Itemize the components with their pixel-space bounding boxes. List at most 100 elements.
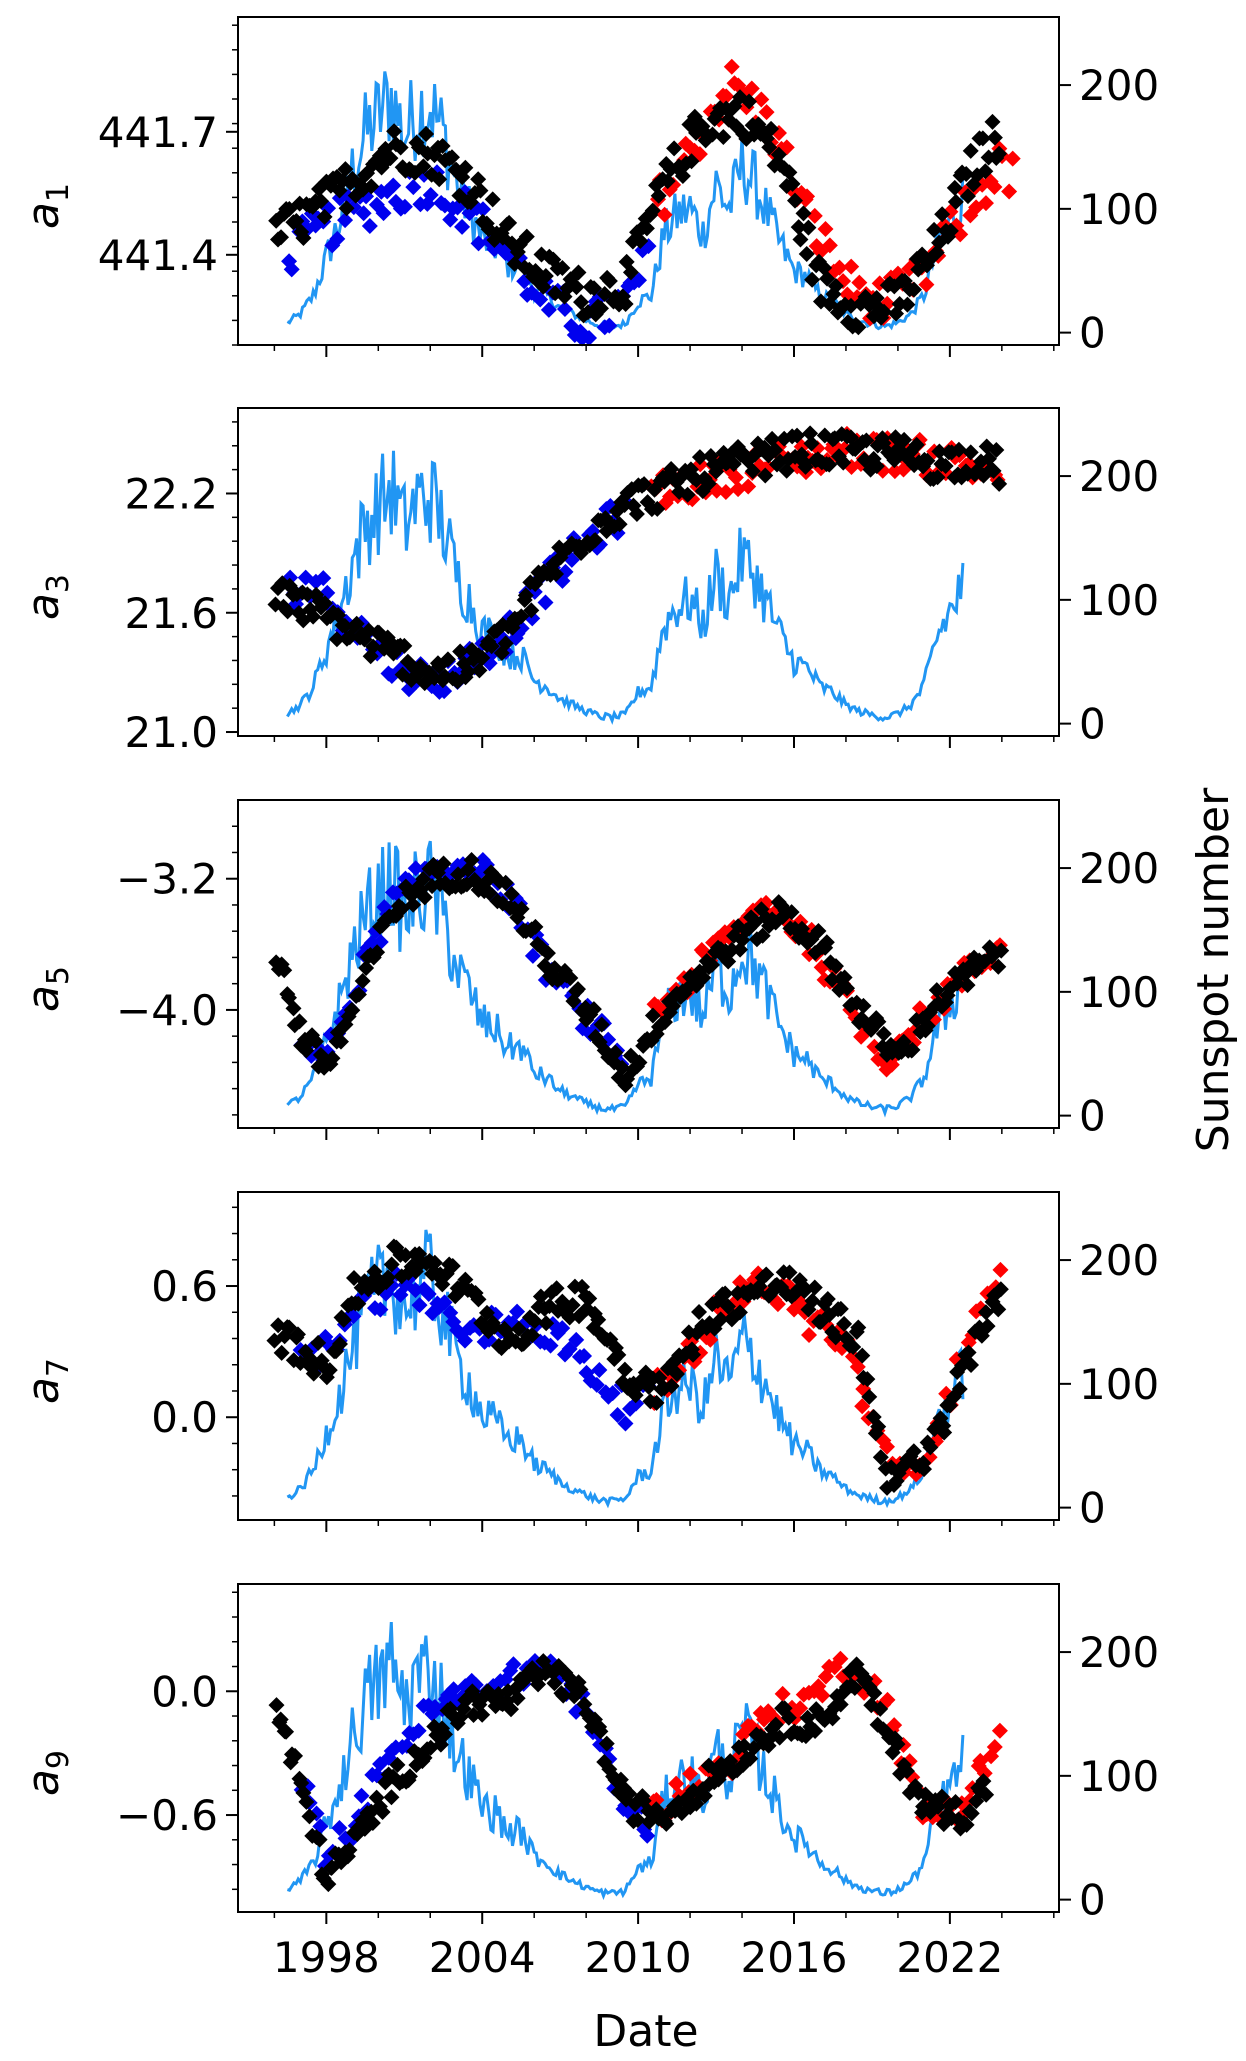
- black-point: [975, 1773, 992, 1790]
- red-point: [986, 1739, 1003, 1756]
- black-point: [431, 171, 448, 188]
- red-point: [854, 1398, 871, 1415]
- black-point: [614, 1059, 631, 1076]
- black-point: [285, 1000, 302, 1017]
- black-point: [691, 449, 708, 466]
- sunspot-line: [286, 450, 965, 725]
- black-point: [585, 1001, 602, 1018]
- black-point: [564, 1297, 581, 1314]
- black-point: [457, 159, 474, 176]
- black-point: [827, 958, 844, 975]
- blue-point: [353, 1787, 370, 1804]
- black-point: [855, 997, 872, 1014]
- black-point: [526, 1313, 543, 1330]
- panel-a7: 0.0 0.6 0 100 200 a7: [18, 1191, 1159, 1533]
- blue-point: [329, 230, 346, 247]
- black-point: [659, 173, 676, 190]
- black-point: [679, 486, 696, 503]
- y-axis-label: a9: [18, 1750, 76, 1796]
- black-point: [307, 1033, 324, 1050]
- black-point: [389, 1756, 406, 1773]
- black-point: [922, 1439, 939, 1456]
- right-ticks: 0 100 200: [1059, 452, 1159, 749]
- red-point: [743, 80, 760, 97]
- black-point: [934, 206, 951, 223]
- black-point: [798, 245, 815, 262]
- black-point: [631, 1054, 648, 1071]
- blue-point: [537, 594, 554, 611]
- right-tick-label: 0: [1079, 309, 1106, 358]
- black-point: [790, 219, 807, 236]
- black-point: [328, 631, 345, 648]
- red-point: [799, 188, 816, 205]
- black-point: [850, 319, 867, 336]
- red-point: [717, 483, 734, 500]
- black-point: [781, 164, 798, 181]
- blue-point: [542, 1337, 559, 1354]
- black-point: [386, 123, 403, 140]
- black-point: [942, 222, 959, 239]
- black-point: [767, 1716, 784, 1733]
- red-point: [740, 478, 757, 495]
- black-point: [784, 175, 801, 192]
- black-point: [374, 1804, 391, 1821]
- black-point: [962, 142, 979, 159]
- black-point: [268, 1697, 285, 1714]
- red-point: [1001, 183, 1018, 200]
- right-tick-label: 0: [1079, 1876, 1106, 1925]
- black-point: [870, 1418, 887, 1435]
- blue-point: [497, 1671, 514, 1688]
- right-ticks: 0 100 200: [1059, 1236, 1159, 1533]
- black-point: [305, 608, 322, 625]
- sunspot-polyline: [286, 1622, 965, 1901]
- black-point: [437, 1726, 454, 1743]
- black-point: [898, 1763, 915, 1780]
- black-point: [539, 945, 556, 962]
- blue-point: [588, 1376, 605, 1393]
- plot-frame: [237, 16, 1060, 346]
- black-point: [963, 1805, 980, 1822]
- black-point: [683, 153, 700, 170]
- black-point: [712, 1311, 729, 1328]
- black-point: [570, 981, 587, 998]
- blue-point: [422, 186, 439, 203]
- black-point: [715, 128, 732, 145]
- black-point: [858, 432, 875, 449]
- black-point: [638, 220, 655, 237]
- sunspot-line: [286, 71, 965, 331]
- black-point: [685, 1346, 702, 1363]
- black-point: [839, 980, 856, 997]
- y-axis-label-sub: 9: [41, 1750, 76, 1769]
- black-point: [632, 233, 649, 250]
- black-point: [573, 294, 590, 311]
- black-point: [916, 1461, 933, 1478]
- right-tick-label: 200: [1079, 452, 1159, 501]
- black-point: [273, 1344, 290, 1361]
- left-ticks: −0.6 0.0: [116, 1591, 238, 1891]
- black-point: [984, 113, 1001, 130]
- black-point: [832, 1300, 849, 1317]
- blue-point: [411, 1297, 428, 1314]
- black-point: [958, 1816, 975, 1833]
- sunspot-polyline: [286, 840, 965, 1118]
- black-point: [758, 1266, 775, 1283]
- scatter-points: [266, 1238, 1009, 1496]
- black-point: [802, 425, 819, 442]
- red-point: [817, 221, 834, 238]
- black-point: [501, 214, 518, 231]
- x-ticks: [273, 1128, 1055, 1140]
- black-point: [364, 1815, 381, 1832]
- black-point: [338, 200, 355, 217]
- black-point: [592, 1723, 609, 1740]
- blue-point: [563, 551, 580, 568]
- black-point: [919, 452, 936, 469]
- red-point: [718, 88, 735, 105]
- black-point: [354, 973, 371, 990]
- black-point: [861, 1388, 878, 1405]
- black-point: [668, 1365, 685, 1382]
- black-point: [570, 264, 587, 281]
- black-point: [472, 182, 489, 199]
- red-point: [656, 206, 673, 223]
- left-tick-label: 22.2: [124, 469, 218, 518]
- black-point: [947, 193, 964, 210]
